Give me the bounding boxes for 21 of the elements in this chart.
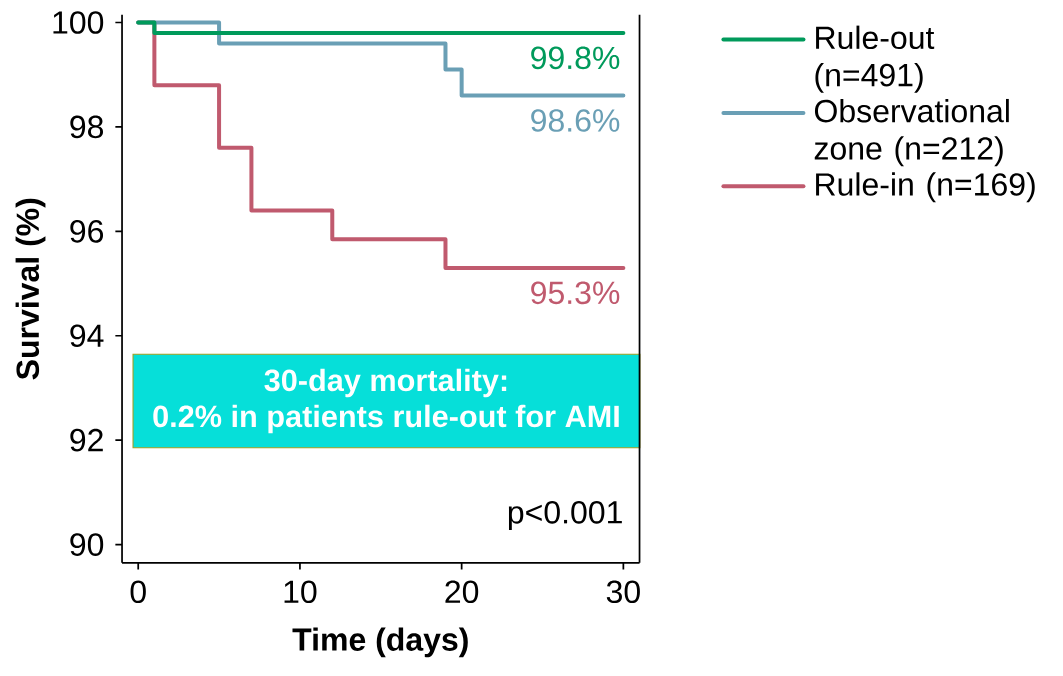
annotation: 0.2% in patients rule-out for AMI xyxy=(153,404,619,434)
x-tick-label: 0 xyxy=(130,580,146,604)
annotation: 30-day mortality: xyxy=(264,368,507,398)
legend-label: Rule-out (n=491) xyxy=(815,25,935,93)
x-tick-label: 30 xyxy=(606,580,640,604)
y-tick-label: 100 xyxy=(53,11,104,34)
annotation: p<0.001 xyxy=(508,500,622,530)
x-tick-label: 10 xyxy=(284,580,317,604)
y-tick-label: 92 xyxy=(70,428,103,452)
x-tick-label: 20 xyxy=(445,580,479,604)
y-tick-label: 90 xyxy=(70,533,104,556)
data-label: 95.3% xyxy=(531,281,620,305)
y-tick-label: 98 xyxy=(70,115,104,139)
y-tick-label: 96 xyxy=(70,219,104,243)
legend-label: Rule-in (n=169) xyxy=(816,172,1035,203)
data-label: 99.8% xyxy=(531,46,620,70)
legend-label: Observational zone (n=212) xyxy=(814,98,1009,167)
x-axis-title: Time (days) xyxy=(292,627,468,658)
y-tick-label: 94 xyxy=(70,324,104,347)
data-label: 98.6% xyxy=(531,109,620,132)
y-axis-title: Survival (%) xyxy=(15,198,46,380)
